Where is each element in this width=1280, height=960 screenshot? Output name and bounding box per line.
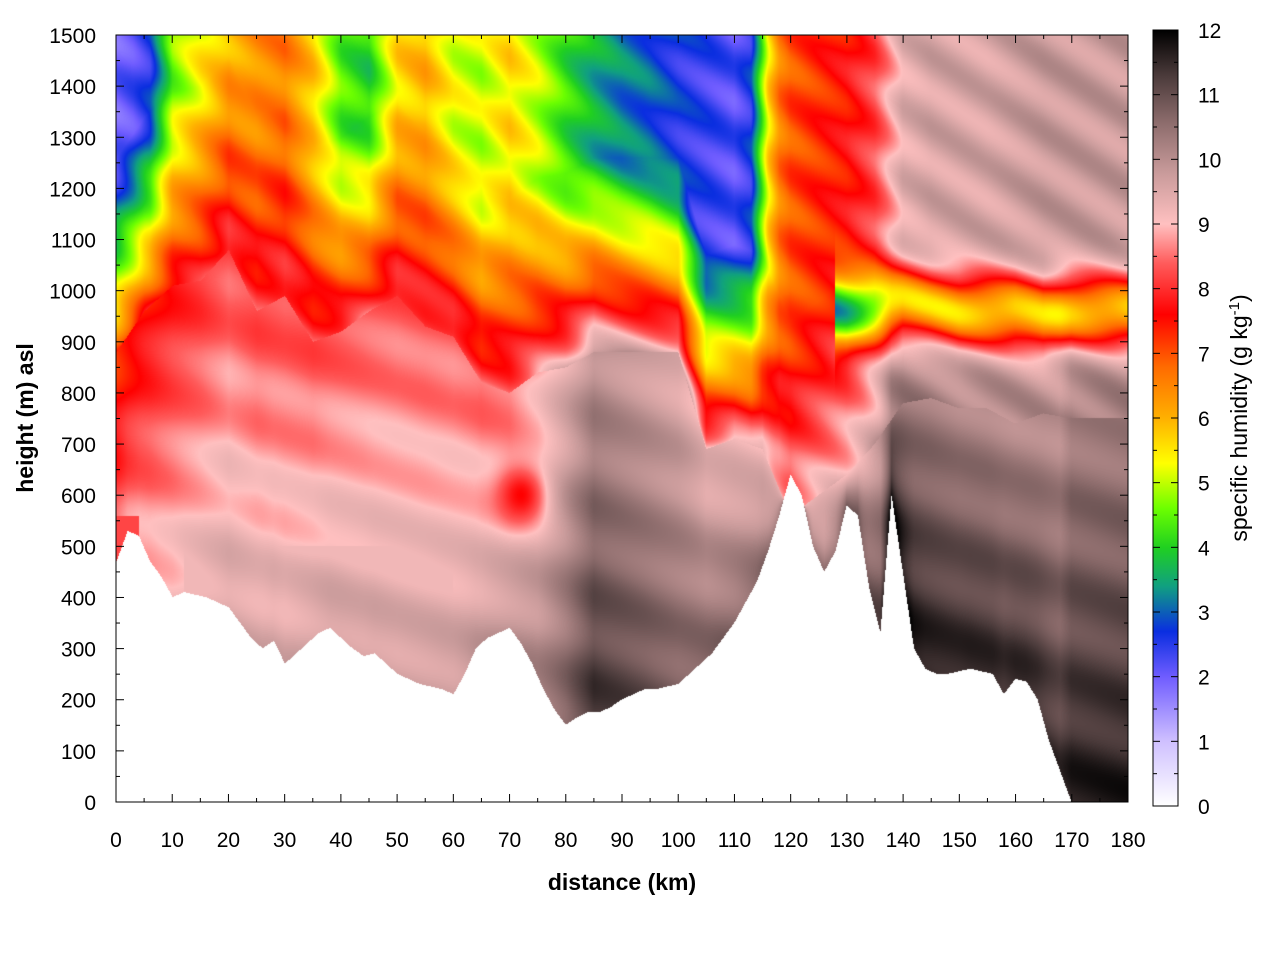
x-axis-ticks: 0 10 20 30 40 50 60 70 80 90 100 110 120 130 140 150 160…: [110, 35, 1146, 852]
colorbar-tick-label: 7: [1198, 343, 1210, 366]
x-tick-label: 70: [498, 829, 521, 852]
x-tick-label: 160: [998, 829, 1033, 852]
x-tick-label: 50: [385, 829, 408, 852]
colorbar-tick-label: 2: [1198, 667, 1210, 690]
x-tick-label: 120: [773, 829, 808, 852]
x-tick-label: 130: [829, 829, 864, 852]
y-tick-label: 200: [61, 690, 96, 713]
colorbar-tick-label: 4: [1198, 537, 1210, 560]
colorbar-tick-label: 3: [1198, 602, 1210, 625]
x-tick-label: 140: [886, 829, 921, 852]
y-tick-label: 1300: [49, 127, 96, 150]
y-tick-label: 100: [61, 741, 96, 764]
y-tick-label: 900: [61, 332, 96, 355]
x-tick-label: 0: [110, 829, 122, 852]
x-tick-label: 20: [217, 829, 240, 852]
y-tick-label: 1100: [51, 230, 96, 253]
x-tick-label: 80: [554, 829, 577, 852]
colorbar-label-main: specific humidity (g kg: [1226, 315, 1252, 541]
y-tick-label: 1500: [49, 25, 96, 48]
y-axis-label: height (m) asl: [12, 343, 38, 493]
colorbar-tick-label: 8: [1198, 279, 1210, 302]
x-tick-label: 180: [1110, 829, 1145, 852]
x-tick-label: 30: [273, 829, 296, 852]
x-tick-label: 60: [442, 829, 465, 852]
colorbar-tick-label: 6: [1198, 408, 1210, 431]
colorbar-tick-label: 1: [1198, 731, 1210, 754]
colorbar-tick-label: 5: [1198, 473, 1210, 496]
y-tick-label: 1000: [49, 281, 96, 304]
x-axis-label: distance (km): [548, 869, 696, 895]
colorbar-tick-label: 10: [1198, 149, 1221, 172]
x-tick-label: 90: [610, 829, 633, 852]
y-tick-label: 600: [61, 485, 96, 508]
colorbar-label: specific humidity (g kg-1): [1226, 294, 1252, 541]
x-tick-label: 110: [718, 829, 751, 852]
plot-area: 0 10 20 30 40 50 60 70 80 90 100 110 120 130 140 150 160…: [49, 25, 1145, 852]
y-tick-label: 1400: [49, 76, 96, 99]
y-tick-label: 400: [61, 587, 96, 610]
y-axis-ticks: 0 100 200 300 400 500 600 700 800 900 1000 1100 1200…: [49, 25, 1128, 815]
y-tick-label: 0: [84, 792, 96, 815]
y-tick-label: 800: [61, 383, 96, 406]
colorbar-tick-label: 9: [1198, 214, 1210, 237]
y-tick-label: 1200: [49, 178, 96, 201]
x-tick-label: 100: [661, 829, 696, 852]
colorbar-tick-label: 11: [1198, 85, 1220, 108]
colorbar-tick-label: 12: [1198, 20, 1221, 43]
x-tick-label: 40: [329, 829, 352, 852]
x-tick-label: 150: [942, 829, 977, 852]
x-tick-label: 10: [161, 829, 184, 852]
colorbar-label-close: ): [1226, 294, 1252, 302]
colorbar-tick-label: 0: [1198, 796, 1210, 819]
y-tick-label: 700: [61, 434, 96, 457]
humidity-heatmap: [116, 35, 1128, 802]
y-tick-label: 500: [61, 536, 96, 559]
colorbar-label-superscript: -1: [1226, 302, 1243, 315]
x-tick-label: 170: [1054, 829, 1089, 852]
y-tick-label: 300: [61, 639, 96, 662]
